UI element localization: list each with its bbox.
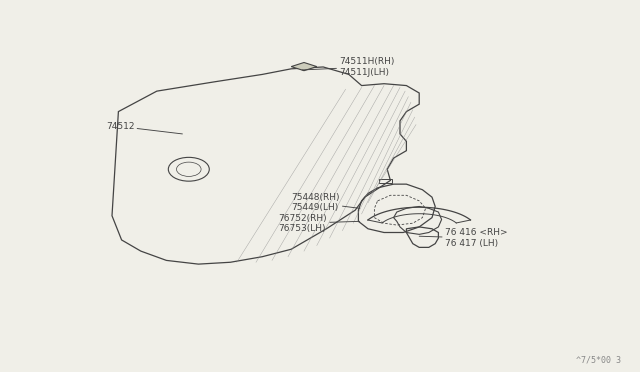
Text: 76 416 <RH>
76 417 (LH): 76 416 <RH> 76 417 (LH) (419, 228, 508, 248)
Polygon shape (291, 62, 317, 71)
Text: 74512: 74512 (106, 122, 182, 134)
Text: 74511H(RH)
74511J(LH): 74511H(RH) 74511J(LH) (302, 57, 395, 77)
Text: 76752(RH)
76753(LH): 76752(RH) 76753(LH) (278, 214, 360, 233)
Text: ^7/5*00 3: ^7/5*00 3 (576, 356, 621, 365)
Bar (379, 179, 392, 183)
Text: 75448(RH)
75449(LH): 75448(RH) 75449(LH) (291, 193, 360, 212)
